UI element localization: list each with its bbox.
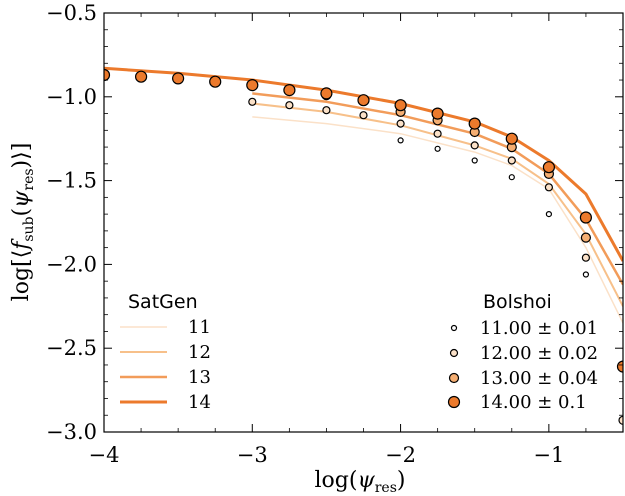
bolshoi-point-2-0 xyxy=(248,97,257,106)
bolshoi-point-4-2 xyxy=(172,72,185,85)
bolshoi-point-1-4 xyxy=(545,211,553,218)
y-tick-label: −3.0 xyxy=(46,420,97,444)
bolshoi-point-4-13 xyxy=(579,211,593,224)
bolshoi-point-3-9 xyxy=(580,232,592,243)
satgen-line-13 xyxy=(252,92,623,286)
bolshoi-point-2-7 xyxy=(507,156,516,165)
bolshoi-point-2-4 xyxy=(396,119,405,128)
plot-frame xyxy=(103,12,624,433)
satgen-line-11 xyxy=(252,116,623,324)
legend-label-12: 12 xyxy=(188,342,211,363)
legend-label-bolshoi-14: 14.00 ± 0.1 xyxy=(480,392,587,413)
y-tick-label: −2.5 xyxy=(46,336,97,360)
bolshoi-point-2-1 xyxy=(285,101,294,110)
x-tick-label: −3 xyxy=(237,443,268,467)
y-tick-label: −2.0 xyxy=(46,252,97,276)
bolshoi-point-4-1 xyxy=(135,70,148,83)
legend-marker-14 xyxy=(447,395,461,409)
satgen-legend: SatGen 11 12 13 14 xyxy=(120,291,211,413)
bolshoi-point-4-9 xyxy=(431,107,444,120)
bolshoi-point-2-2 xyxy=(322,106,331,115)
bolshoi-point-1-1 xyxy=(434,145,441,152)
bolshoi-point-2-6 xyxy=(470,141,479,150)
bolshoi-point-2-9 xyxy=(581,253,591,262)
legend-label-bolshoi-12: 12.00 ± 0.02 xyxy=(480,343,598,364)
x-tick-label: −1 xyxy=(533,443,564,467)
bolshoi-point-4-5 xyxy=(283,83,296,97)
bolshoi-point-4-12 xyxy=(542,161,556,174)
x-tick-label: −4 xyxy=(89,443,120,467)
bolshoi-point-2-5 xyxy=(433,129,442,138)
bolshoi-point-4-11 xyxy=(505,132,518,145)
bolshoi-point-4-7 xyxy=(357,94,370,107)
y-tick-label: −1.5 xyxy=(46,169,97,193)
bolshoi-point-2-8 xyxy=(544,183,554,192)
bolshoi-legend: Bolshoi 11.00 ± 0.01 12.00 ± 0.02 13.00 … xyxy=(447,291,598,413)
legend-label-14: 14 xyxy=(188,392,211,413)
legend-label-11: 11 xyxy=(188,317,211,338)
legend-label-13: 13 xyxy=(188,367,211,388)
legend-marker-13 xyxy=(448,372,460,384)
plot-area xyxy=(104,66,623,425)
x-axis-title: log(ψres) xyxy=(315,468,406,496)
bolshoi-point-1-5 xyxy=(582,271,590,278)
bolshoi-point-4-10 xyxy=(468,117,481,130)
bolshoi-point-1-0 xyxy=(397,137,404,144)
x-tick-label: −2 xyxy=(385,443,416,467)
bolshoi-legend-title: Bolshoi xyxy=(483,291,552,313)
legend-label-bolshoi-13: 13.00 ± 0.04 xyxy=(480,368,598,389)
satgen-legend-title: SatGen xyxy=(128,291,198,313)
legend-marker-12 xyxy=(449,348,459,358)
bolshoi-point-4-3 xyxy=(209,75,222,88)
satgen-line-12 xyxy=(252,102,623,307)
bolshoi-point-4-4 xyxy=(246,78,259,92)
bolshoi-point-1-2 xyxy=(471,157,478,164)
y-tick-label: −0.5 xyxy=(46,1,97,25)
bolshoi-point-4-0 xyxy=(104,68,111,82)
y-tick-label: −1.0 xyxy=(46,85,97,109)
axis-ticks: −4 −3 −2 −1 −3.0 −2.5 −2.0 −1.5 −1.0 −0.5 xyxy=(46,1,624,467)
bolshoi-point-4-6 xyxy=(320,87,333,100)
bolshoi-point-1-3 xyxy=(508,174,515,181)
bolshoi-point-4-14 xyxy=(616,360,623,373)
bolshoi-point-2-3 xyxy=(359,111,368,120)
legend-marker-11 xyxy=(450,324,458,332)
legend-label-bolshoi-11: 11.00 ± 0.01 xyxy=(480,318,598,339)
bolshoi-point-4-8 xyxy=(394,99,407,112)
bolshoi-extra-point-0-0 xyxy=(618,415,623,425)
y-axis-title: log[⟨fsub(ψres)⟩] xyxy=(9,143,37,302)
